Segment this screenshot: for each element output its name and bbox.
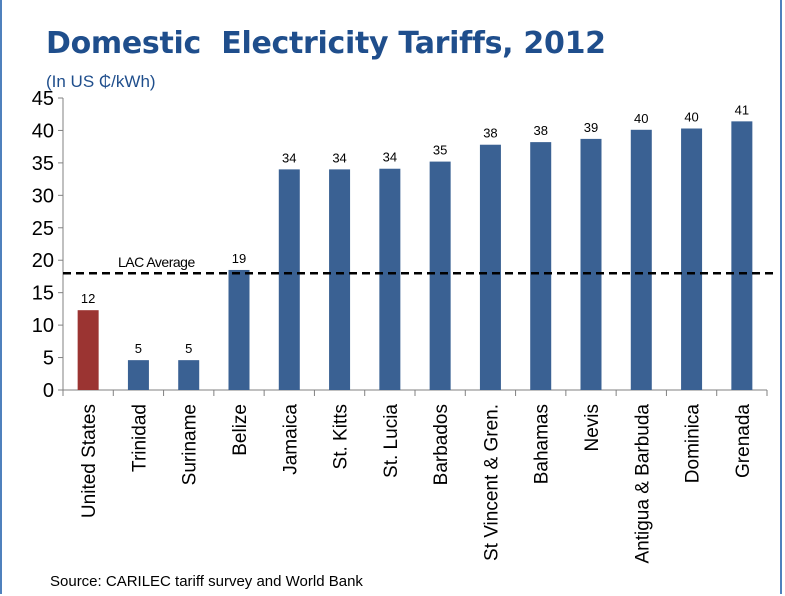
y-tick-label: 30: [32, 185, 54, 207]
bar: [479, 144, 501, 390]
bar: [731, 121, 753, 391]
y-tick-label: 20: [32, 250, 54, 272]
data-label: 38: [483, 126, 497, 141]
y-tick-label: 40: [32, 120, 54, 142]
x-category-label: Dominica: [683, 404, 704, 484]
data-label: 34: [282, 150, 296, 165]
bar: [580, 138, 602, 390]
chart-subtitle: (In US ₵/kWh): [46, 72, 156, 91]
x-category-label: Bahamas: [532, 404, 553, 484]
data-label: 41: [735, 102, 749, 117]
bar: [178, 360, 200, 390]
y-tick-label: 35: [32, 153, 54, 175]
y-tick-label: 25: [32, 218, 54, 240]
bar: [379, 168, 401, 390]
y-tick-label: 15: [32, 283, 54, 305]
y-tick-label: 0: [43, 380, 54, 402]
data-label: 40: [684, 109, 698, 124]
data-label: 19: [232, 251, 246, 266]
y-tick-label: 5: [43, 348, 54, 370]
data-label: 35: [433, 143, 447, 158]
data-label: 5: [185, 341, 192, 356]
x-category-label: United States: [79, 404, 100, 518]
chart-title: Domestic Electricity Tariffs, 2012: [46, 26, 606, 61]
x-category-label: St. Lucia: [381, 404, 402, 478]
bar: [630, 129, 652, 390]
data-label: 39: [584, 120, 598, 135]
x-category-label: Nevis: [582, 404, 603, 452]
x-category-label: Grenada: [733, 404, 754, 478]
x-category-label: Suriname: [180, 404, 201, 485]
data-label: 34: [332, 150, 346, 165]
source-note: Source: CARILEC tariff survey and World …: [50, 573, 363, 590]
bar: [77, 310, 99, 390]
bar: [228, 269, 250, 390]
data-label: 40: [634, 111, 648, 126]
data-label: 34: [383, 150, 397, 165]
x-category-label: Belize: [230, 404, 251, 456]
bar: [681, 128, 703, 390]
x-category-label: Jamaica: [280, 404, 301, 475]
x-category-label: Antigua & Barbuda: [632, 404, 653, 564]
y-tick-label: 45: [32, 88, 54, 110]
bar: [278, 169, 300, 390]
bar: [127, 360, 149, 390]
lac-average-label: LAC Average: [118, 254, 195, 270]
data-label: 5: [135, 341, 142, 356]
bar: [429, 161, 451, 390]
x-category-label: St. Kitts: [331, 404, 352, 469]
x-category-label: Trinidad: [129, 404, 150, 472]
bar: [329, 169, 351, 390]
data-label: 12: [81, 291, 95, 306]
data-label: 38: [533, 123, 547, 138]
x-category-label: Barbados: [431, 404, 452, 485]
x-category-label: St Vincent & Gren.: [481, 404, 502, 561]
bar: [530, 142, 552, 390]
y-tick-label: 10: [32, 315, 54, 337]
